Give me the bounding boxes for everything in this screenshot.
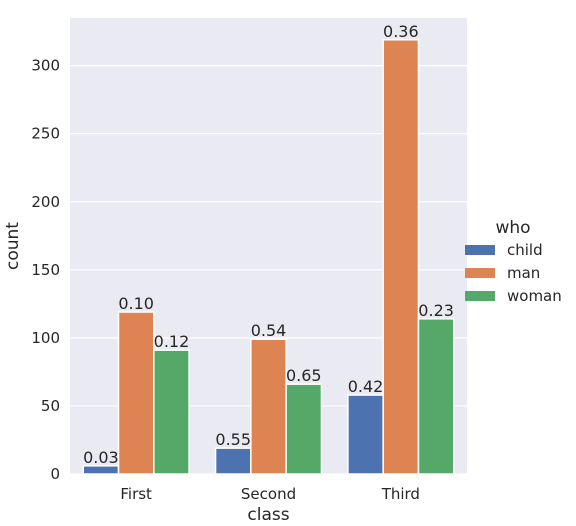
y-tick-label: 50 [41,397,60,415]
legend-swatch-woman [465,291,495,301]
y-tick-label: 250 [31,125,60,143]
y-axis-ticks: 0 50 100 150 200 250 300 [31,57,60,483]
bar-child-third [347,394,384,475]
x-tick-label: First [120,485,152,503]
bar-woman-third [417,318,455,475]
legend-label-man: man [507,264,540,282]
bar-woman-second [285,383,323,475]
bar-value-label: 0.36 [383,22,419,41]
x-tick-label: Second [241,485,296,503]
legend-label-woman: woman [507,287,562,305]
bar-woman-first [153,349,190,475]
legend-title: who [495,218,530,238]
legend-label-child: child [507,241,543,259]
bar-labels: 0.03 0.55 0.42 0.10 0.54 0.36 0.12 0.65 0.23 [83,22,454,467]
bar-value-label: 0.10 [118,294,154,313]
y-tick-label: 150 [31,261,60,279]
bar-man-third [382,39,420,475]
bar-value-label: 0.65 [286,366,322,385]
legend: who child man woman [465,218,562,305]
y-tick-label: 100 [31,329,60,347]
y-axis-label: count [3,222,23,270]
bar-child-first [82,465,120,475]
x-axis-label: class [247,505,289,522]
bar-man-second [250,338,287,475]
bar-value-label: 0.55 [215,430,251,449]
y-tick-label: 0 [50,465,60,483]
x-axis-ticks: First Second Third [120,485,420,503]
bars [82,39,455,475]
bar-man-first [117,311,155,475]
x-tick-label: Third [381,485,420,503]
y-tick-label: 300 [31,57,60,75]
bar-value-label: 0.12 [154,332,190,351]
bar-value-label: 0.23 [418,301,454,320]
bar-value-label: 0.54 [251,321,287,340]
legend-swatch-man [465,268,495,278]
bar-value-label: 0.42 [348,377,384,396]
bar-child-second [214,447,252,475]
y-tick-label: 200 [31,193,60,211]
legend-swatch-child [465,245,495,255]
bar-value-label: 0.03 [83,448,119,467]
